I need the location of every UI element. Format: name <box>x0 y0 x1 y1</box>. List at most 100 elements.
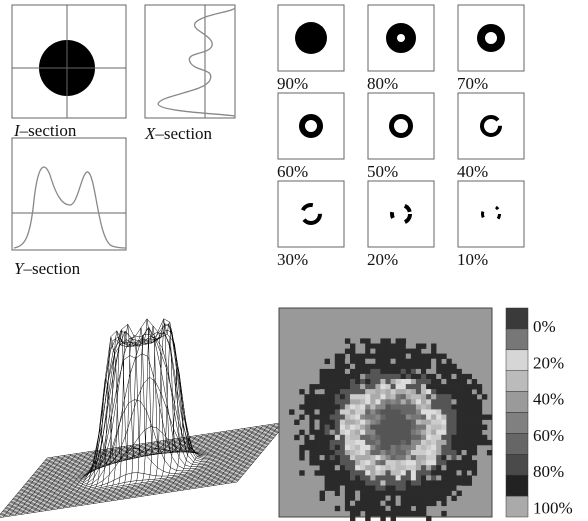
heat-cell <box>360 394 365 399</box>
heat-cell <box>380 349 385 354</box>
heat-cell <box>401 379 406 384</box>
heat-cell <box>396 338 401 343</box>
heat-cell <box>462 480 467 485</box>
heat-cell <box>360 359 365 364</box>
heat-cell <box>340 470 345 475</box>
section-suffix: –section <box>19 121 77 140</box>
heat-cell <box>431 384 436 389</box>
heat-cell <box>340 486 345 491</box>
heat-cell <box>406 369 411 374</box>
heat-cell <box>472 415 477 420</box>
heat-cell <box>375 506 380 511</box>
heat-cell <box>406 359 411 364</box>
heat-cell <box>401 354 406 359</box>
heat-cell <box>467 415 472 420</box>
threshold-label: 60% <box>277 162 308 181</box>
heat-cell <box>457 430 462 435</box>
heat-cell <box>330 465 335 470</box>
heat-cell <box>340 354 345 359</box>
heat-cell <box>391 369 396 374</box>
heat-cell <box>431 394 436 399</box>
heat-cell <box>299 415 304 420</box>
colorbar-swatch <box>506 308 528 329</box>
heat-cell <box>487 450 492 455</box>
heat-cell <box>401 404 406 409</box>
heat-cell <box>315 470 320 475</box>
heat-cell <box>370 420 375 425</box>
heat-cell <box>375 374 380 379</box>
heat-cell <box>386 475 391 480</box>
heat-cell <box>441 501 446 506</box>
heat-cell <box>365 415 370 420</box>
heat-cell <box>340 460 345 465</box>
heat-cell <box>446 470 451 475</box>
heat-cell <box>431 359 436 364</box>
heat-cell <box>457 480 462 485</box>
heat-cell <box>411 399 416 404</box>
heat-cell <box>386 420 391 425</box>
heat-cell <box>380 501 385 506</box>
heat-cell <box>309 420 314 425</box>
heat-cell <box>457 409 462 414</box>
heat-cell <box>411 465 416 470</box>
heat-cell <box>396 440 401 445</box>
figure: I–section X–section Y–section 90%80%70%6… <box>0 0 588 521</box>
heat-cell <box>391 506 396 511</box>
heat-cell <box>411 354 416 359</box>
heat-cell <box>406 420 411 425</box>
heat-cell <box>345 359 350 364</box>
heat-cell <box>396 425 401 430</box>
heat-cell <box>380 465 385 470</box>
heat-cell <box>335 399 340 404</box>
heat-cell <box>416 465 421 470</box>
threshold-label: 10% <box>457 250 488 269</box>
heat-cell <box>411 369 416 374</box>
heat-cell <box>441 384 446 389</box>
heat-cell <box>401 338 406 343</box>
heat-cell <box>335 475 340 480</box>
heat-cell <box>386 440 391 445</box>
heat-cell <box>340 480 345 485</box>
heat-cell <box>330 399 335 404</box>
heat-cell <box>350 430 355 435</box>
heat-cell <box>386 389 391 394</box>
heat-cell <box>421 491 426 496</box>
heat-cell <box>436 364 441 369</box>
heat-cell <box>345 440 350 445</box>
heat-cell <box>396 420 401 425</box>
heat-cell <box>320 465 325 470</box>
heat-cell <box>360 338 365 343</box>
heat-cell <box>365 359 370 364</box>
heat-cell <box>386 460 391 465</box>
heat-cell <box>380 435 385 440</box>
heat-cell <box>304 440 309 445</box>
heat-cell <box>360 399 365 404</box>
heat-cell <box>350 364 355 369</box>
heat-cell <box>330 480 335 485</box>
heat-cell <box>335 465 340 470</box>
heat-cell <box>360 465 365 470</box>
heat-cell <box>365 435 370 440</box>
heat-cell <box>436 374 441 379</box>
heat-cell <box>441 404 446 409</box>
heat-cell <box>380 369 385 374</box>
heat-cell <box>299 450 304 455</box>
heat-cell <box>355 455 360 460</box>
heat-cell <box>401 399 406 404</box>
heat-cell <box>365 465 370 470</box>
heat-cell <box>406 415 411 420</box>
heat-cell <box>457 369 462 374</box>
heat-cell <box>421 486 426 491</box>
heat-cell <box>416 374 421 379</box>
heat-cell <box>436 460 441 465</box>
heat-cell <box>330 420 335 425</box>
heat-cell <box>391 511 396 516</box>
heat-cell <box>391 491 396 496</box>
heat-cell <box>320 389 325 394</box>
heat-cell <box>451 384 456 389</box>
heat-cell <box>386 344 391 349</box>
heat-cell <box>325 359 330 364</box>
heat-cell <box>451 455 456 460</box>
heat-cell <box>421 440 426 445</box>
heat-cell <box>446 491 451 496</box>
